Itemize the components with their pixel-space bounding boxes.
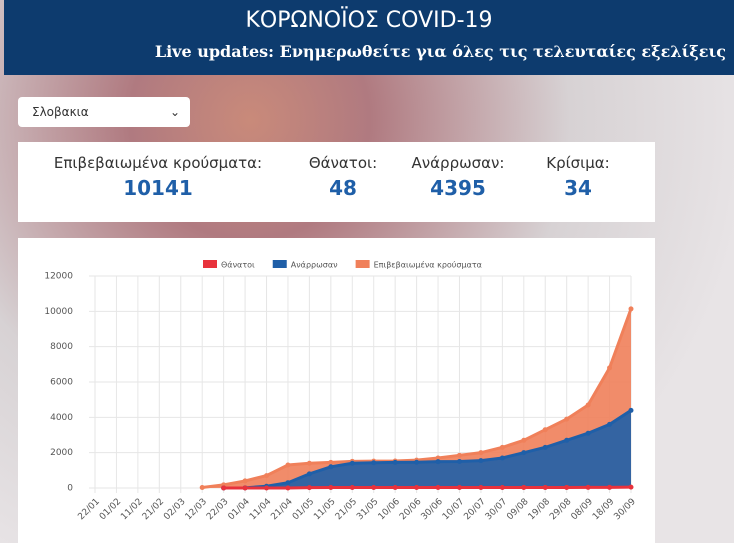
point xyxy=(607,365,613,371)
point xyxy=(199,484,205,490)
point xyxy=(349,460,355,466)
point xyxy=(456,459,462,464)
chevron: ⌄ xyxy=(169,105,180,119)
country-select[interactable]: Σλοβακια ⌄ xyxy=(18,97,190,127)
point xyxy=(585,430,591,436)
point xyxy=(371,485,377,491)
stat: Κρίσιμα: 34 xyxy=(528,154,628,200)
area-fill xyxy=(202,308,631,488)
point xyxy=(564,416,570,422)
point xyxy=(585,484,591,490)
point xyxy=(435,485,441,491)
y-tick-label: 6000 xyxy=(50,378,73,388)
point xyxy=(242,478,248,484)
point xyxy=(542,427,548,433)
y-tick-label: 10000 xyxy=(44,307,73,317)
point xyxy=(392,459,398,465)
point xyxy=(542,444,548,450)
point xyxy=(349,485,355,491)
stat-value: 34 xyxy=(564,176,592,200)
y-tick-label: 2000 xyxy=(50,448,73,458)
point xyxy=(628,407,634,413)
point xyxy=(306,471,312,477)
stat: Ανάρρωσαν: 4395 xyxy=(383,154,533,200)
stat-value: 4395 xyxy=(430,176,486,200)
header-title: ΚΟΡΩΝΟΪΟΣ COVID-19 xyxy=(245,8,493,33)
y-tick-label: 8000 xyxy=(50,342,73,352)
point xyxy=(435,455,441,461)
point xyxy=(414,459,420,465)
point xyxy=(607,484,613,490)
point xyxy=(264,485,270,491)
chart: 02000400060008000100001200022/0101/0211/… xyxy=(18,238,655,543)
point xyxy=(306,485,312,491)
point xyxy=(521,437,527,443)
legend-swatch xyxy=(355,260,370,268)
point xyxy=(392,485,398,491)
legend-swatch xyxy=(203,260,217,268)
point xyxy=(242,485,248,491)
point xyxy=(435,459,441,465)
y-tick-label: 4000 xyxy=(50,413,73,423)
point xyxy=(478,450,484,456)
stat: Επιβεβαιωμένα κρούσματα: 10141 xyxy=(33,154,283,200)
select-value: Σλοβακια xyxy=(32,105,89,119)
series-line xyxy=(223,485,632,490)
point xyxy=(456,485,462,491)
stat-label: Κρίσιμα: xyxy=(546,154,610,172)
point xyxy=(564,484,570,490)
series-line xyxy=(223,409,632,490)
point xyxy=(456,452,462,458)
point xyxy=(607,421,613,427)
header-subtitle: Live updates: Ενημερωθείτε για όλες τις … xyxy=(154,42,726,61)
stat-value: 48 xyxy=(329,176,357,200)
y-tick-label: 12000 xyxy=(44,272,73,282)
legend-label: Επιβεβαιωμένα κρούσματα xyxy=(374,260,482,270)
legend-swatch xyxy=(272,260,287,268)
point xyxy=(478,458,484,464)
point xyxy=(521,450,527,456)
stat-label: Ανάρρωσαν: xyxy=(411,154,505,172)
point xyxy=(371,460,377,466)
point xyxy=(285,480,291,486)
point xyxy=(414,485,420,491)
point xyxy=(478,485,484,491)
legend-label: Θάνατοι xyxy=(221,261,255,270)
stat-value: 10141 xyxy=(123,176,193,200)
point xyxy=(542,484,548,490)
stat-label: Θάνατοι: xyxy=(308,154,378,172)
chart-background xyxy=(18,238,655,543)
point xyxy=(564,437,570,443)
point xyxy=(499,484,505,490)
point xyxy=(521,484,527,490)
y-tick-label: 0 xyxy=(67,484,73,494)
point xyxy=(585,402,591,408)
legend-label: Ανάρρωσαν xyxy=(291,261,338,270)
point xyxy=(499,444,505,450)
stat-label: Επιβεβαιωμένα κρούσματα: xyxy=(53,154,263,172)
point xyxy=(221,485,227,491)
stat: Θάνατοι: 48 xyxy=(288,154,398,200)
point xyxy=(328,464,334,470)
point xyxy=(285,485,291,491)
point xyxy=(264,473,270,479)
point xyxy=(628,484,634,490)
point xyxy=(285,462,291,468)
point xyxy=(306,460,312,466)
point xyxy=(499,455,505,461)
header: ΚΟΡΩΝΟΪΟΣ COVID-19 Live updates: Ενημερω… xyxy=(4,0,734,75)
stats-panel: Επιβεβαιωμένα κρούσματα: 10141 Θάνατοι: 48 Α… xyxy=(18,142,655,222)
point xyxy=(628,306,634,312)
point xyxy=(328,459,334,465)
point xyxy=(328,485,334,491)
